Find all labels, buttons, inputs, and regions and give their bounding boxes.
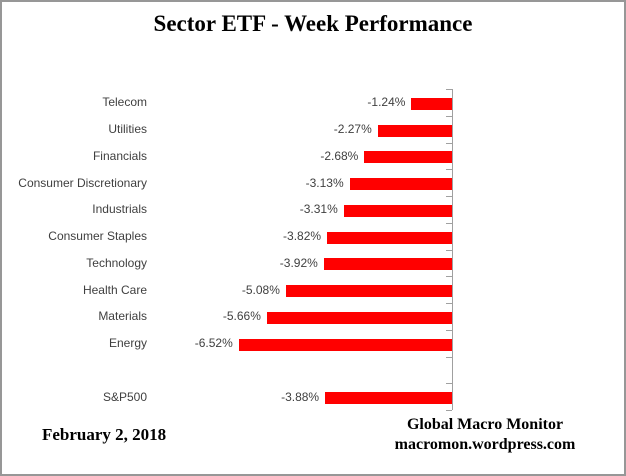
axis-tick	[446, 249, 452, 251]
bar	[285, 285, 452, 298]
date-label: February 2, 2018	[42, 425, 167, 444]
value-label: -1.24%	[367, 95, 406, 110]
category-axis-line	[452, 89, 453, 410]
bar	[327, 231, 452, 244]
value-label: -3.31%	[299, 202, 338, 217]
value-label: -5.08%	[241, 282, 280, 297]
value-label: -2.27%	[333, 122, 372, 137]
bar	[238, 338, 452, 351]
bar	[325, 392, 452, 405]
category-label: Consumer Staples	[48, 229, 147, 244]
category-label: Consumer Discretionary	[18, 175, 147, 190]
axis-tick	[446, 383, 452, 385]
source-name: Global Macro Monitor	[406, 416, 564, 433]
axis-tick	[446, 329, 452, 331]
chart-title: Sector ETF - Week Performance	[153, 11, 473, 36]
value-label: -3.92%	[279, 255, 318, 270]
axis-tick	[446, 303, 452, 304]
category-label: Materials	[98, 309, 147, 324]
value-label: -3.82%	[283, 229, 322, 244]
category-label: S&P500	[102, 389, 147, 404]
bar	[364, 151, 452, 164]
axis-tick	[446, 356, 452, 358]
bar	[411, 97, 452, 110]
axis-tick	[446, 89, 452, 90]
value-label: -5.66%	[222, 309, 261, 324]
bar	[323, 258, 452, 271]
bar	[377, 124, 452, 137]
category-label: Industrials	[92, 202, 147, 217]
axis-tick	[446, 410, 452, 411]
category-label: Telecom	[102, 95, 147, 110]
value-label: -3.13%	[305, 175, 344, 190]
bar	[266, 311, 452, 324]
source-url: macromon.wordpress.com	[394, 436, 576, 453]
value-label: -3.88%	[281, 389, 320, 404]
source-attribution: Global Macro Monitor macromon.wordpress.…	[372, 415, 598, 455]
category-label: Technology	[86, 255, 147, 270]
value-label: -6.52%	[194, 336, 233, 351]
axis-tick	[446, 222, 452, 224]
bar	[349, 178, 452, 191]
axis-tick	[446, 142, 452, 144]
bar	[343, 204, 452, 217]
axis-tick	[446, 276, 452, 278]
axis-tick	[446, 169, 452, 171]
category-label: Financials	[92, 148, 147, 163]
axis-tick	[446, 196, 452, 197]
category-label: Utilities	[108, 122, 147, 137]
axis-tick	[446, 115, 452, 117]
category-label: Health Care	[82, 282, 147, 297]
category-label: Energy	[108, 336, 147, 351]
value-label: -2.68%	[320, 148, 359, 163]
